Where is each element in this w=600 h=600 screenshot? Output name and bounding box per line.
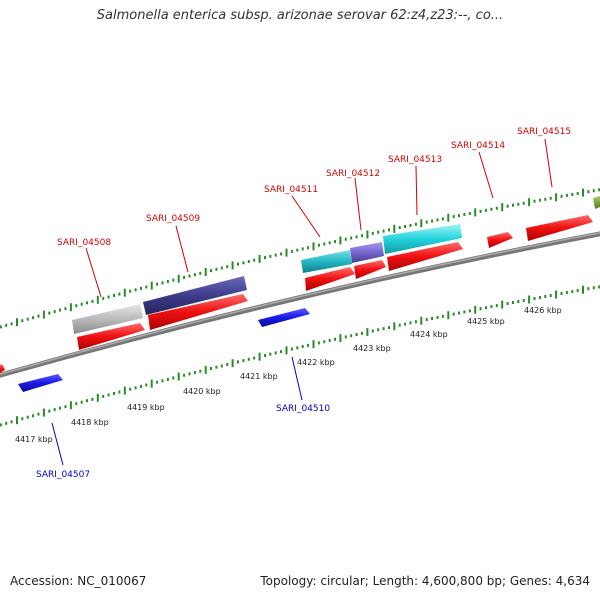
gene-label-sari-04508[interactable]: SARI_04508 [57,238,111,248]
kbp-label: 4418 kbp [71,418,109,427]
label-leader-line [291,195,321,238]
gene-green[interactable] [593,196,600,209]
gene-purple[interactable] [350,242,384,263]
gene-red[interactable] [526,215,593,241]
kbp-label: 4420 kbp [183,387,221,396]
label-leader-line [51,422,64,466]
gene-blue[interactable] [258,308,310,327]
label-leader-line [415,165,418,216]
gene-label-sari-04510[interactable]: SARI_04510 [276,404,330,414]
forward-tick-row [0,188,600,329]
gene-red[interactable] [487,232,513,248]
gene-teal[interactable] [301,250,352,273]
gene-label-sari-04509[interactable]: SARI_04509 [146,214,200,224]
gene-cyan[interactable] [383,224,462,254]
label-leader-line [85,247,102,298]
gene-label-sari-04512[interactable]: SARI_04512 [326,169,380,179]
gene-label-sari-04511[interactable]: SARI_04511 [264,185,318,195]
gene-red[interactable] [305,267,355,291]
reverse-tick-row [0,285,600,427]
label-leader-line [291,356,303,401]
label-leader-line [354,177,362,231]
kbp-label: 4423 kbp [353,344,391,353]
gene-red[interactable] [0,364,5,374]
gene-label-sari-04514[interactable]: SARI_04514 [451,141,505,151]
kbp-label: 4426 kbp [524,306,562,315]
kbp-label: 4422 kbp [297,358,335,367]
genome-backbone [0,231,600,378]
gene-label-sari-04507[interactable]: SARI_04507 [36,470,90,480]
kbp-label: 4417 kbp [15,435,53,444]
gene-red[interactable] [354,260,386,279]
genome-backbone-highlight [0,232,600,375]
label-leader-line [175,225,189,273]
kbp-label: 4419 kbp [127,403,165,412]
accession-text: Accession: NC_010067 [10,574,147,588]
kbp-label: 4421 kbp [240,372,278,381]
kbp-label: 4425 kbp [467,317,505,326]
map-title: Salmonella enterica subsp. arizonae sero… [96,8,504,23]
gene-red[interactable] [387,242,463,271]
gene-gray[interactable] [72,304,143,334]
gene-navy[interactable] [143,276,247,315]
gene-label-sari-04513[interactable]: SARI_04513 [388,155,442,165]
genome-summary-text: Topology: circular; Length: 4,600,800 bp… [260,574,590,588]
label-leader-line [544,138,553,188]
kbp-label: 4424 kbp [410,330,448,339]
label-leader-line [478,151,494,199]
gene-red[interactable] [77,323,145,350]
gene-blue[interactable] [18,374,63,392]
gene-label-sari-04515[interactable]: SARI_04515 [517,127,571,137]
gene-red[interactable] [148,294,248,330]
